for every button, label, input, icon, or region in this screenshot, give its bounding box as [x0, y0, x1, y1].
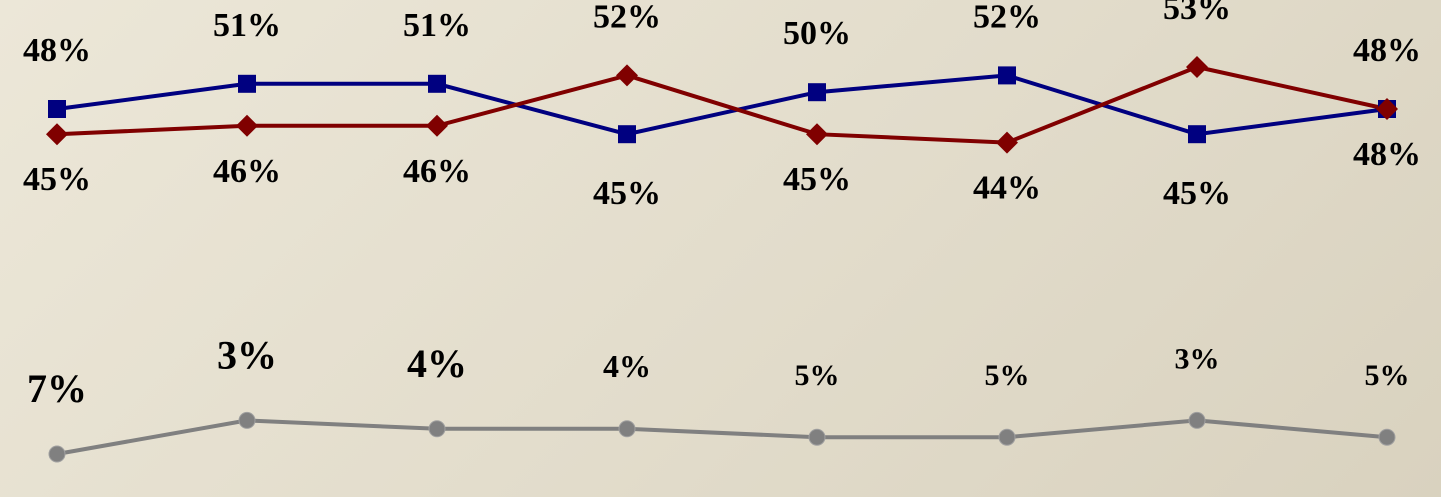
series-blue-data-label: 48% [1353, 32, 1421, 69]
series-blue-marker [1188, 125, 1206, 144]
series-blue-data-label: 45% [593, 175, 661, 212]
series-red-data-label: 52% [593, 0, 661, 35]
series-blue-marker [808, 83, 826, 102]
series-gray-data-label: 5% [1365, 359, 1410, 392]
series-red-marker [1376, 98, 1398, 120]
series-blue-marker [238, 74, 256, 93]
series-gray-marker [808, 428, 826, 446]
series-gray-data-label: 3% [217, 332, 277, 377]
series-blue-marker [618, 125, 636, 144]
series-gray-marker [238, 411, 256, 429]
series-blue-data-label: 48% [23, 32, 91, 69]
series-red-line [56, 64, 1388, 145]
data-labels: 48% 51% 51% 45% 50% 52% 45% 48% 45% 46% 46% 52% 45% 4… [23, 0, 1421, 411]
series-markers [46, 56, 1398, 463]
series-gray-data-label: 4% [603, 348, 651, 384]
series-red-data-label: 45% [783, 161, 851, 198]
series-red-data-label: 44% [973, 170, 1041, 207]
series-blue-data-label: 52% [973, 0, 1041, 35]
series-blue-data-label: 51% [403, 7, 471, 44]
series-red-marker [1186, 56, 1208, 78]
series-blue-marker [48, 100, 66, 118]
series-red-data-label: 46% [403, 153, 471, 190]
series-blue-data-label: 45% [1163, 175, 1231, 212]
series-blue-data-label: 50% [783, 15, 851, 52]
series-gray-line [56, 418, 1388, 456]
series-gray-data-label: 3% [1175, 342, 1220, 375]
series-gray-marker [618, 420, 636, 438]
series-red-marker [996, 131, 1018, 154]
series-gray-marker [1378, 428, 1396, 446]
series-red-data-label: 53% [1163, 0, 1231, 27]
series-gray-data-label: 5% [795, 359, 840, 392]
series-gray-marker [998, 428, 1016, 446]
series-blue-line [56, 73, 1388, 137]
series-gray-data-label: 5% [985, 359, 1030, 392]
series-gray-data-label: 7% [27, 366, 87, 411]
series-red-data-label: 46% [213, 153, 281, 190]
series-blue-marker [998, 66, 1016, 85]
series-gray-data-label: 4% [407, 341, 467, 386]
series-blue-marker [428, 74, 446, 93]
series-blue-data-label: 51% [213, 7, 281, 44]
series-lines [56, 64, 1388, 456]
series-red-data-label: 45% [23, 161, 91, 198]
series-gray-marker [48, 445, 66, 463]
series-red-marker [806, 123, 828, 146]
series-red-marker [616, 64, 638, 87]
series-gray-marker [428, 420, 446, 438]
series-red-marker [46, 123, 68, 146]
series-red-marker [426, 114, 448, 137]
series-red-data-label: 48% [1353, 136, 1421, 173]
series-gray-marker [1188, 411, 1206, 429]
series-red-marker [236, 114, 258, 137]
